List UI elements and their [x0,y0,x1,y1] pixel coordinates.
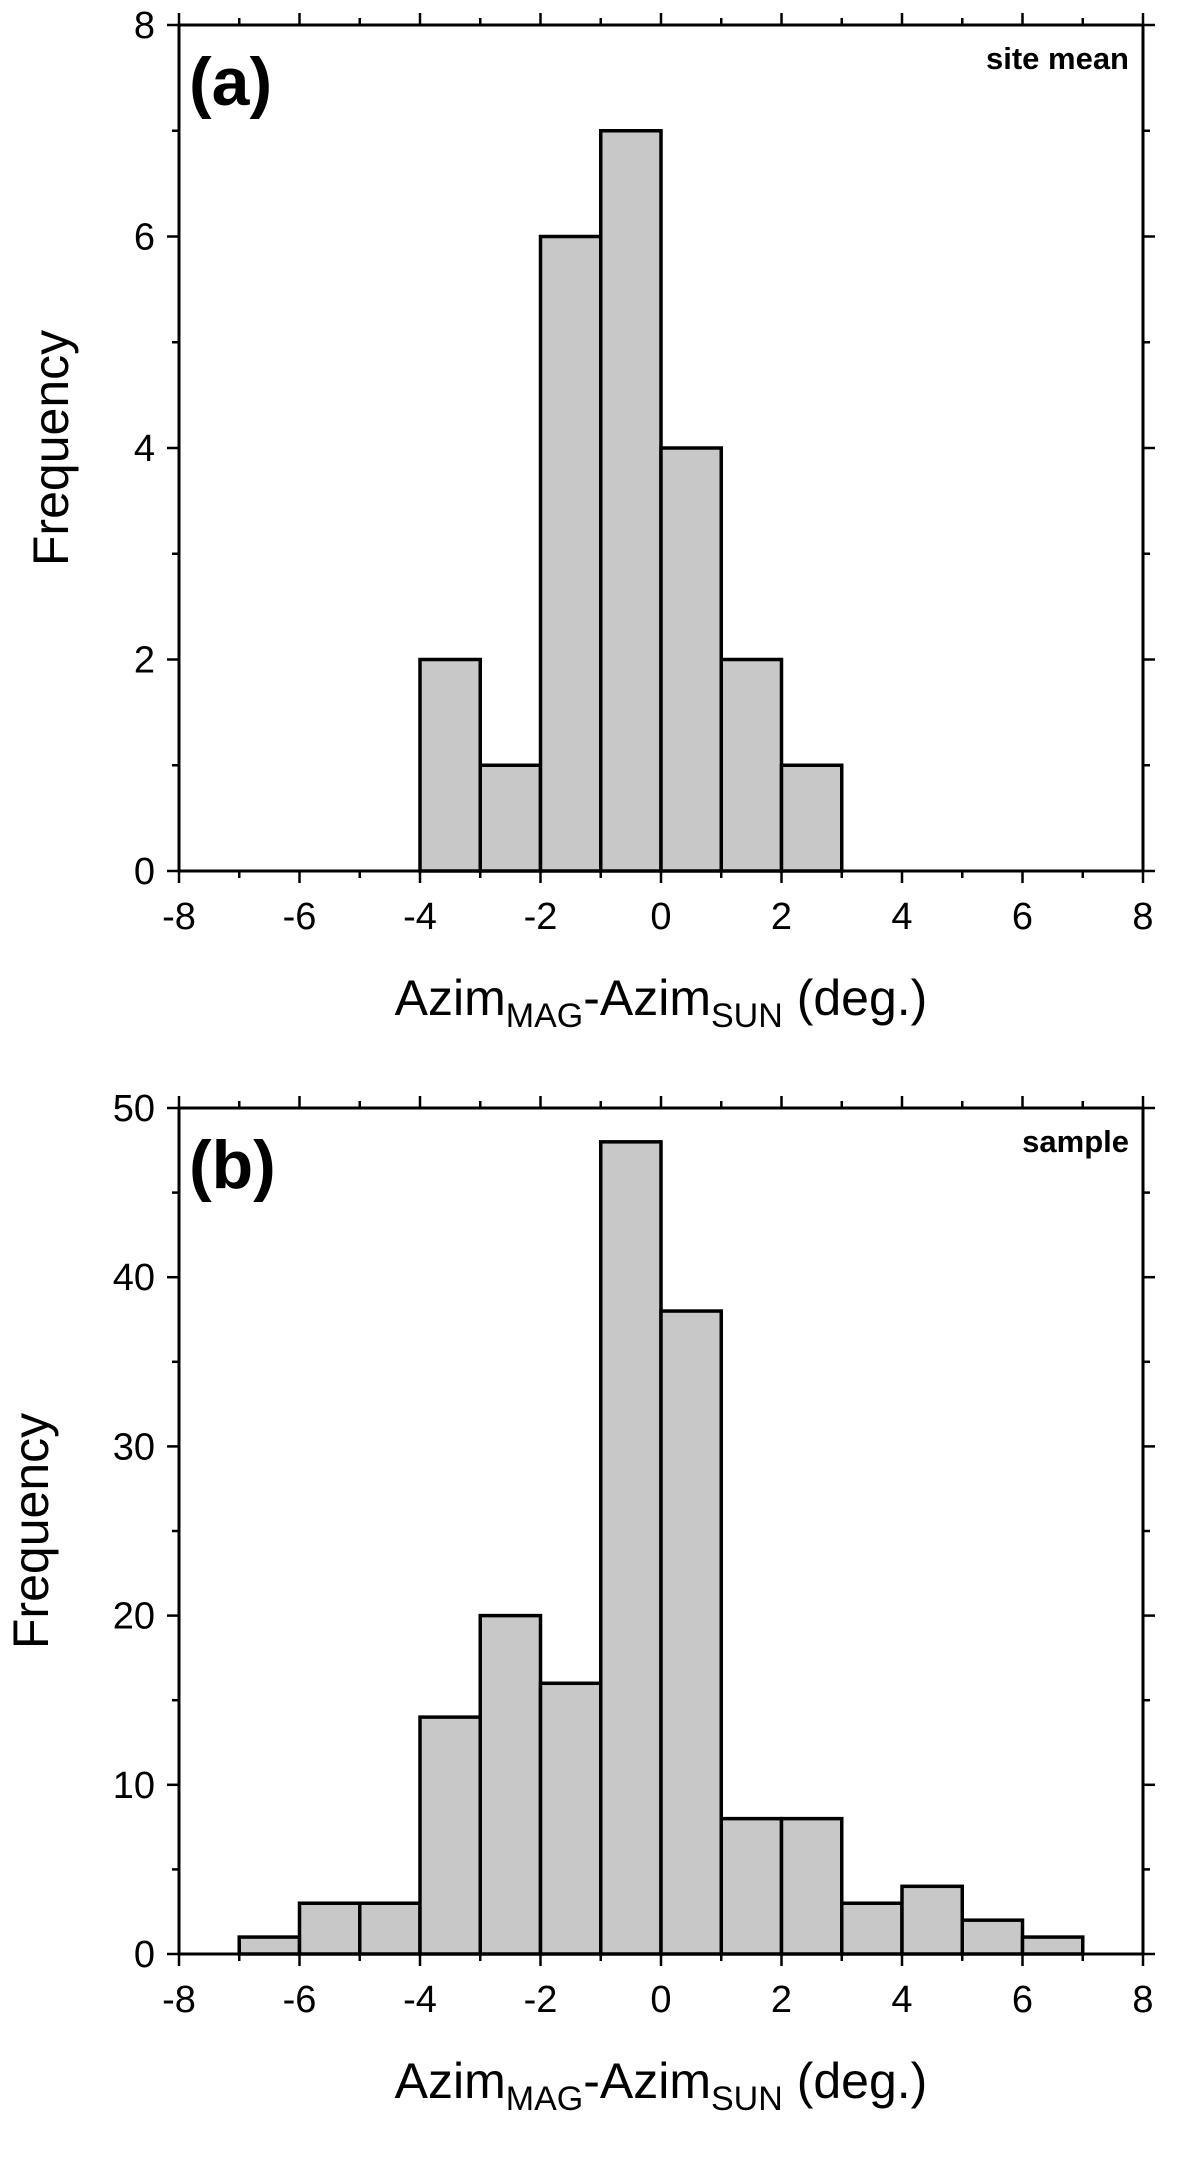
x-axis-title-mid: -Azim [583,970,711,1026]
y-tick-label: 40 [113,1257,155,1299]
x-tick-label: -2 [524,896,558,938]
histogram-bar [1020,1935,1085,1956]
x-axis-title-main: Azim [395,2053,506,2109]
panel-annotation: site mean [986,41,1129,76]
histogram-bar [418,657,482,873]
histogram-bar [538,234,603,873]
x-tick-label: 0 [650,1979,671,2021]
x-axis-title-sub2: SUN [711,2080,783,2118]
panel-label: (b) [189,1127,276,1203]
x-tick-label: 6 [1012,1979,1033,2021]
histogram-bar [779,763,844,873]
x-tick-label: 8 [1132,896,1153,938]
x-tick-label: -2 [524,1979,558,2021]
y-axis-title: Frequency [23,330,79,566]
x-tick-label: 0 [650,896,671,938]
histogram-bar [719,1816,784,1956]
x-tick-label: 6 [1012,896,1033,938]
x-tick-label: 4 [891,896,912,938]
y-tick-label: 6 [134,217,155,259]
x-tick-label: -4 [403,896,437,938]
x-axis-title: AzimMAG-AzimSUN (deg.) [395,970,928,1035]
histogram-bar [478,763,543,873]
histogram-bar [960,1918,1025,1956]
histogram-bar [840,1901,904,1956]
x-axis-title-tail: (deg.) [783,970,928,1026]
y-tick-label: 50 [113,1088,155,1130]
y-tick-label: 30 [113,1426,155,1468]
histogram-bar [659,446,723,873]
histogram-bar [599,129,663,873]
histogram-bar [538,1681,603,1956]
chart-panel-b: -8 -6 -4 -2 0 2 4 6 8 0 10 20 30 40 50 Frequency AzimMAG… [3,1088,1155,2118]
y-tick-label: 4 [134,428,155,470]
x-tick-label: -6 [283,1979,317,2021]
histogram-bar [779,1816,844,1956]
y-tick-label: 0 [134,851,155,893]
panel-annotation: sample [1022,1124,1129,1159]
x-tick-label: 8 [1132,1979,1153,2021]
x-tick-label: -4 [403,1979,437,2021]
chart-panel-a: -8 -6 -4 -2 0 2 4 6 8 0 2 4 6 8 Frequency AzimMAG-AzimS… [23,5,1155,1035]
y-tick-label: 8 [134,5,155,47]
x-axis-title-tail: (deg.) [783,2053,928,2109]
x-axis-title-sub1: MAG [506,2080,583,2118]
x-tick-label: -8 [162,1979,196,2021]
histogram-bar [358,1901,422,1956]
x-tick-label: 2 [771,896,792,938]
x-axis-title-mid: -Azim [583,2053,711,2109]
histogram-bar [418,1715,482,1956]
histogram-bar [478,1613,543,1956]
x-tick-label: -8 [162,896,196,938]
histogram-bar [900,1884,964,1956]
y-tick-label: 0 [134,1934,155,1976]
histogram-bar [297,1901,362,1956]
x-axis-title: AzimMAG-AzimSUN (deg.) [395,2053,928,2118]
y-tick-label: 20 [113,1596,155,1638]
panel-label: (a) [189,44,272,120]
y-tick-label: 10 [113,1765,155,1807]
x-axis-title-main: Azim [395,970,506,1026]
y-tick-label: 2 [134,640,155,682]
x-axis-title-sub1: MAG [506,997,583,1035]
x-tick-label: 4 [891,1979,912,2021]
x-tick-label: -6 [283,896,317,938]
histogram-bar [237,1935,302,1956]
histogram-bar [719,657,784,873]
x-tick-label: 2 [771,1979,792,2021]
histogram-bar [659,1309,723,1956]
histogram-bar [599,1140,663,1956]
x-axis-title-sub2: SUN [711,997,783,1035]
y-axis-title: Frequency [3,1413,59,1649]
